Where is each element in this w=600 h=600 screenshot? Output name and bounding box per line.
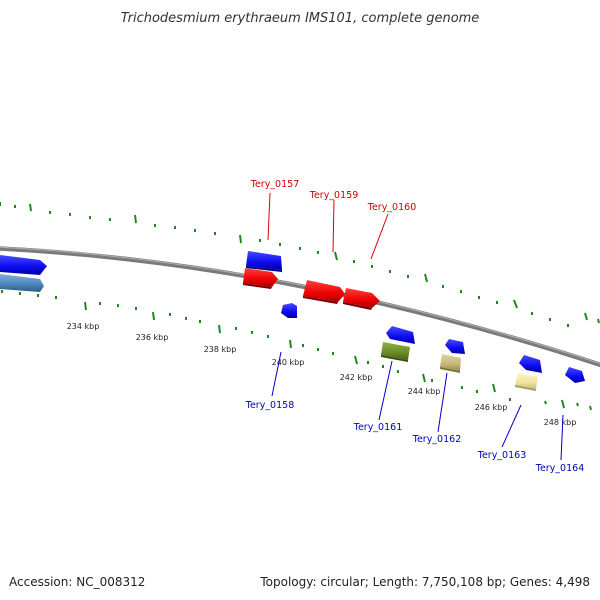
label-tery-0158: Tery_0158 <box>245 351 295 411</box>
gene-tery-0158[interactable] <box>281 303 297 318</box>
backbone <box>0 246 600 368</box>
label-tery-0162: Tery_0162 <box>412 372 462 445</box>
accession-text: Accession: NC_008312 <box>9 575 145 589</box>
gene-label-tery-0163[interactable]: Tery_0163 <box>477 450 527 461</box>
gene-label-tery-0162[interactable]: Tery_0162 <box>412 434 462 445</box>
gene-label-tery-0159[interactable]: Tery_0159 <box>309 190 359 201</box>
gene-tery-0164[interactable] <box>565 367 585 383</box>
gene-tery-0161[interactable] <box>381 342 410 362</box>
inner-tick-ring <box>1 290 592 411</box>
label-tery-0164: Tery_0164 <box>535 414 585 474</box>
scale-label-246: 246 kbp <box>475 403 508 412</box>
gene-label-tery-0161[interactable]: Tery_0161 <box>353 422 403 433</box>
gene-label-tery-0158[interactable]: Tery_0158 <box>245 400 295 411</box>
scale-label-248: 248 kbp <box>544 418 577 427</box>
label-tery-0160: Tery_0160 <box>367 202 417 260</box>
label-tery-0157: Tery_0157 <box>250 179 300 241</box>
gene-label-tery-0157[interactable]: Tery_0157 <box>250 179 300 190</box>
gene-label-tery-0164[interactable]: Tery_0164 <box>535 463 585 474</box>
label-tery-0159: Tery_0159 <box>309 190 359 253</box>
gene-tery-0163-blue[interactable] <box>519 355 542 373</box>
scale-labels: 234 kbp 236 kbp 238 kbp 240 kbp 242 kbp … <box>67 322 577 427</box>
genome-summary-text: Topology: circular; Length: 7,750,108 bp… <box>259 575 590 589</box>
scale-label-244: 244 kbp <box>408 387 441 396</box>
gene-tery-0162-blue[interactable] <box>445 339 465 354</box>
label-tery-0163: Tery_0163 <box>477 404 527 461</box>
gene-tery-0157-blue[interactable] <box>246 251 282 272</box>
map-title: Trichodesmium erythraeum IMS101, complet… <box>121 11 480 26</box>
gene-tery-0162[interactable] <box>440 354 461 373</box>
gene-tery-0159[interactable] <box>303 280 345 304</box>
gene-tery-0163[interactable] <box>515 373 538 391</box>
outer-tick-ring <box>0 202 600 327</box>
gene-left-steel[interactable] <box>0 274 44 292</box>
gene-tery-0157-red[interactable] <box>243 268 278 289</box>
scale-label-234: 234 kbp <box>67 322 100 331</box>
gene-tery-0160[interactable] <box>343 288 380 310</box>
gene-left-forward[interactable] <box>0 255 47 275</box>
label-tery-0161: Tery_0161 <box>353 360 403 433</box>
scale-label-242: 242 kbp <box>340 373 373 382</box>
gene-tery-0161-blue[interactable] <box>386 326 415 344</box>
scale-label-240: 240 kbp <box>272 358 305 367</box>
scale-label-236: 236 kbp <box>136 333 169 342</box>
scale-label-238: 238 kbp <box>204 345 237 354</box>
gene-label-tery-0160[interactable]: Tery_0160 <box>367 202 417 213</box>
